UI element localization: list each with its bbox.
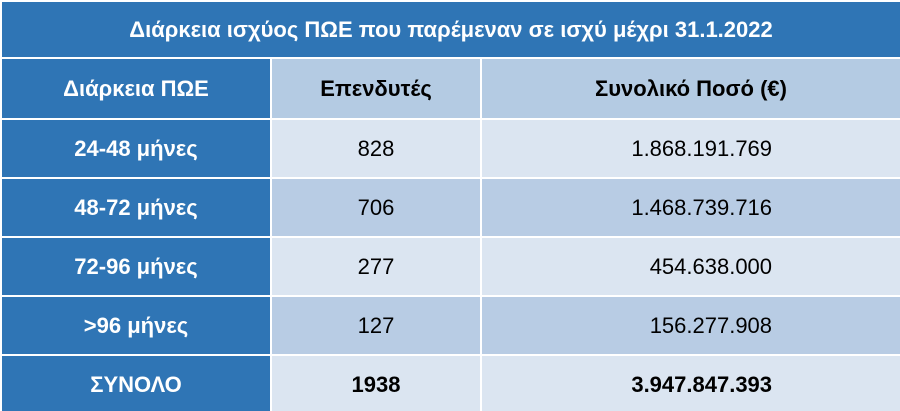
investors-cell: 127 [270,295,482,356]
amount-cell: 156.277.908 [479,295,900,356]
amount-cell: 1.868.191.769 [479,118,900,179]
table-title: Διάρκεια ισχύος ΠΩΕ που παρέμεναν σε ισχ… [0,0,900,59]
investors-cell: 706 [270,177,482,238]
row-label: 48-72 μήνες [0,177,272,238]
header-cell: Διάρκεια ΠΩΕ [0,57,272,120]
data-row: 24-48 μήνες 828 1.868.191.769 [0,118,900,179]
header-cell: Συνολικό Ποσό (€) [479,57,900,120]
data-row: 48-72 μήνες 706 1.468.739.716 [0,177,900,238]
row-label: ΣΥΝΟΛΟ [0,354,272,411]
amount-cell: 1.468.739.716 [479,177,900,238]
amount-cell: 454.638.000 [479,236,900,297]
total-row: ΣΥΝΟΛΟ 1938 3.947.847.393 [0,354,900,411]
row-label: >96 μήνες [0,295,272,356]
investors-cell: 1938 [270,354,482,411]
header-cell: Επενδυτές [270,57,482,120]
investors-cell: 277 [270,236,482,297]
title-row: Διάρκεια ισχύος ΠΩΕ που παρέμεναν σε ισχ… [0,0,900,59]
row-label: 72-96 μήνες [0,236,272,297]
amount-cell: 3.947.847.393 [479,354,900,411]
row-label: 24-48 μήνες [0,118,272,179]
header-row: Διάρκεια ΠΩΕ Επενδυτές Συνολικό Ποσό (€) [0,57,900,120]
data-row: >96 μήνες 127 156.277.908 [0,295,900,356]
investors-cell: 828 [270,118,482,179]
data-row: 72-96 μήνες 277 454.638.000 [0,236,900,297]
